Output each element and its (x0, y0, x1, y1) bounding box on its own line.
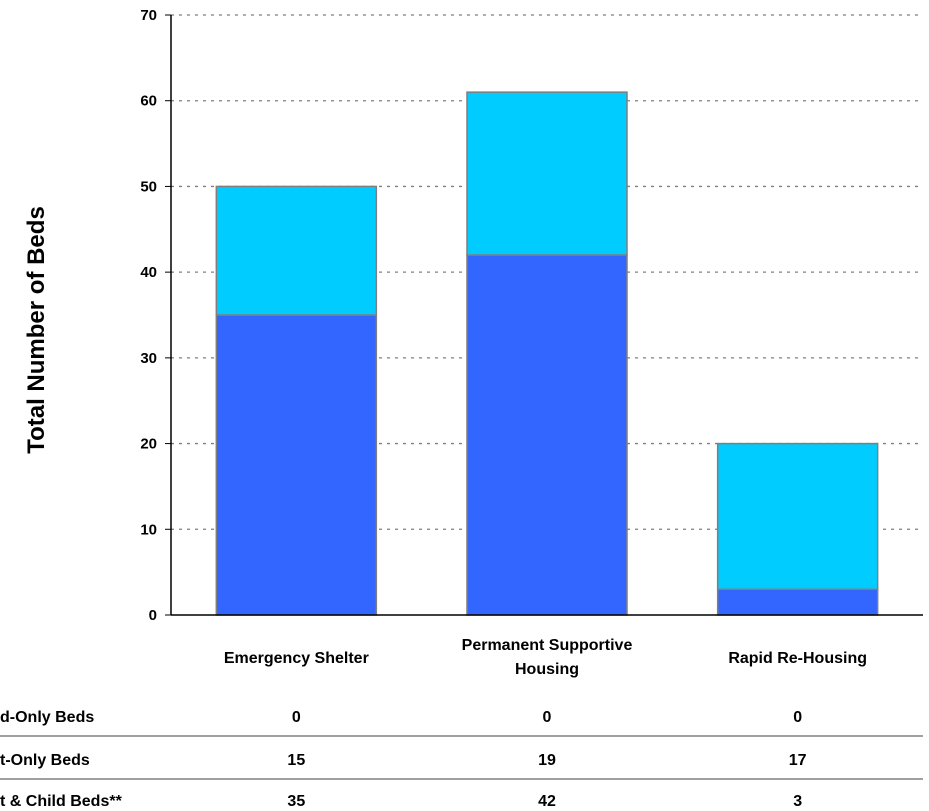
bar-3-series-2 (716, 442, 879, 591)
category-label-1: Emergency Shelter (224, 650, 369, 667)
y-tick-label-30: 30 (140, 350, 157, 367)
bar-2-series-1 (466, 254, 628, 616)
category-label-2-line-2: Housing (515, 661, 579, 678)
table-cell-1-1: 0 (292, 709, 301, 726)
y-tick-label-20: 20 (140, 436, 157, 453)
bar-stacks (215, 91, 879, 616)
table-cell-2-1: 15 (287, 752, 305, 769)
table-cell-3-3: 3 (793, 793, 802, 810)
category-label-2-line-1: Permanent Supportive (462, 637, 633, 654)
table-cell-1-2: 0 (543, 709, 552, 726)
bar-1-series-1 (215, 314, 378, 616)
table-row-label-2: t-Only Beds (0, 752, 90, 769)
y-tick-label-40: 40 (140, 264, 157, 281)
table-cell-3-2: 42 (538, 793, 556, 810)
y-tick-label-50: 50 (140, 178, 157, 195)
bar-3-series-1 (716, 588, 879, 616)
y-tick-label-70: 70 (140, 7, 157, 24)
table-cell-2-3: 17 (789, 752, 807, 769)
table-row-label-3: t & Child Beds** (0, 793, 123, 810)
y-axis-label: Total Number of Beds (23, 206, 50, 454)
y-tick-label-60: 60 (140, 93, 157, 110)
table-cell-2-2: 19 (538, 752, 556, 769)
bar-2-series-2 (466, 91, 628, 256)
category-label-3: Rapid Re-Housing (728, 650, 867, 667)
category-labels: Emergency Shelter Permanent Supportive Hou… (224, 637, 867, 678)
table-row-label-1: d-Only Beds (0, 709, 94, 726)
bar-1-series-2 (215, 185, 378, 316)
y-tick-label-10: 10 (140, 521, 157, 538)
axes (165, 14, 923, 616)
y-tick-label-0: 0 (149, 607, 157, 624)
data-table: d-Only Beds 0 0 0 t-Only Beds 15 19 17 t & Child… (0, 709, 923, 810)
table-cell-1-3: 0 (793, 709, 802, 726)
table-cell-3-1: 35 (287, 793, 305, 810)
y-tick-labels: 0 10 20 30 40 50 60 70 (140, 7, 157, 624)
